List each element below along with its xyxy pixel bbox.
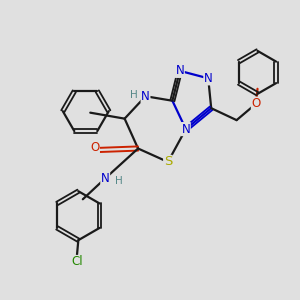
Text: N: N bbox=[101, 172, 110, 185]
Text: Cl: Cl bbox=[71, 256, 83, 268]
Text: N: N bbox=[204, 72, 213, 85]
Text: N: N bbox=[176, 64, 184, 77]
Text: H: H bbox=[130, 90, 138, 100]
Text: N: N bbox=[182, 123, 190, 136]
Text: O: O bbox=[90, 140, 99, 154]
Text: S: S bbox=[164, 155, 172, 168]
Text: H: H bbox=[115, 176, 122, 186]
Text: O: O bbox=[251, 97, 261, 110]
Text: N: N bbox=[141, 90, 150, 103]
